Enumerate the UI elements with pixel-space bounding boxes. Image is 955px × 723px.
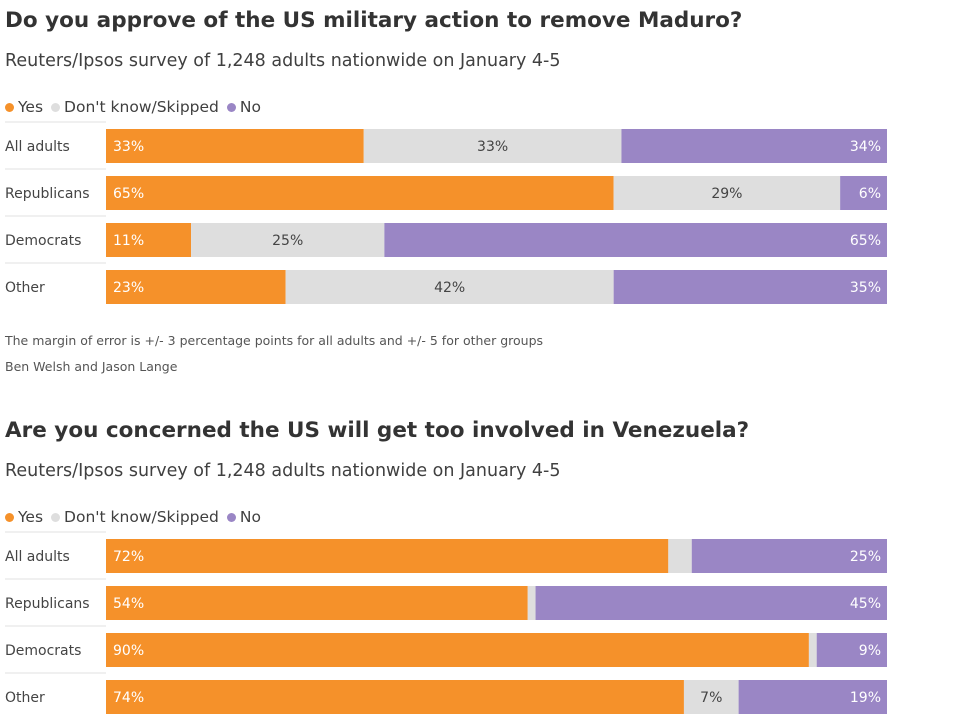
legend-item-dontknow: Don't know/Skipped — [51, 508, 219, 526]
legend-dot-yes-icon — [5, 102, 14, 112]
stacked-bar-plot: All adults 72% 25% Republicans 54% 45% Democra… — [5, 531, 887, 714]
chart-legend: Yes Don't know/Skipped No — [5, 508, 269, 526]
data-label-dontknow-other: 42% — [434, 280, 465, 296]
legend-item-yes: Yes — [5, 508, 43, 526]
bar-no-republicans — [535, 586, 887, 620]
bar-yes-all-adults — [106, 129, 364, 163]
legend-dot-yes-icon — [5, 512, 14, 522]
chart-subtitle: Reuters/Ipsos survey of 1,248 adults nat… — [5, 51, 561, 71]
bar-no-democrats — [384, 223, 887, 257]
row-label-republicans: Republicans — [5, 186, 90, 202]
chart-subtitle: Reuters/Ipsos survey of 1,248 adults nat… — [5, 461, 561, 481]
bar-dontknow-republicans — [613, 176, 841, 210]
bar-dontknow-democrats — [808, 633, 817, 667]
row-label-other: Other — [5, 280, 45, 296]
bar-dontknow-all-adults — [363, 129, 622, 163]
chart-title: Do you approve of the US military action… — [5, 8, 743, 33]
legend-item-no: No — [226, 98, 261, 116]
data-label-dontknow-republicans: 29% — [711, 186, 742, 202]
bar-no-democrats — [816, 633, 887, 667]
bar-dontknow-republicans — [527, 586, 536, 620]
bar-no-other — [613, 270, 887, 304]
legend-dot-no-icon — [226, 512, 236, 522]
legend-label-yes: Yes — [18, 98, 44, 116]
bar-yes-republicans — [106, 176, 614, 210]
bar-dontknow-other — [285, 270, 614, 304]
bar-dontknow-other — [683, 680, 739, 714]
bar-no-other — [738, 680, 887, 714]
legend-label-yes: Yes — [18, 508, 44, 526]
data-label-no-all-adults: 34% — [850, 139, 881, 155]
data-label-no-other: 19% — [850, 690, 881, 706]
chart-concern-involvement: Are you concerned the US will get too in… — [0, 418, 955, 723]
legend-dot-dontknow-icon — [51, 512, 61, 522]
legend-item-yes: Yes — [5, 98, 43, 116]
legend-item-dontknow: Don't know/Skipped — [51, 98, 219, 116]
legend-label-dontknow: Don't know/Skipped — [64, 98, 219, 116]
chart-credit: Ben Welsh and Jason Lange — [5, 359, 178, 374]
chart-title: Are you concerned the US will get too in… — [5, 418, 750, 443]
bar-yes-all-adults — [106, 539, 669, 573]
row-label-democrats: Democrats — [5, 643, 81, 659]
legend-label-no: No — [239, 508, 261, 526]
chart-approve-military-action: Do you approve of the US military action… — [0, 8, 955, 378]
data-label-yes-democrats: 90% — [113, 643, 144, 659]
stacked-bar-plot: All adults 33% 33% 34% Republicans 65% 29% 6% De… — [5, 121, 887, 304]
bar-dontknow-democrats — [191, 223, 385, 257]
chart-legend: Yes Don't know/Skipped No — [5, 98, 269, 116]
legend-label-dontknow: Don't know/Skipped — [64, 508, 219, 526]
legend-item-no: No — [226, 508, 261, 526]
row-label-democrats: Democrats — [5, 233, 81, 249]
data-label-yes-republicans: 54% — [113, 596, 144, 612]
bar-no-republicans — [840, 176, 887, 210]
row-label-all-adults: All adults — [5, 549, 70, 565]
row-label-all-adults: All adults — [5, 139, 70, 155]
bar-dontknow-all-adults — [668, 539, 692, 573]
row-label-other: Other — [5, 690, 45, 706]
data-label-yes-all-adults: 72% — [113, 549, 144, 565]
margin-of-error-note: The margin of error is +/- 3 percentage … — [5, 333, 544, 348]
bar-no-all-adults — [691, 539, 887, 573]
row-label-republicans: Republicans — [5, 596, 90, 612]
data-label-yes-democrats: 11% — [113, 233, 144, 249]
data-label-dontknow-democrats: 25% — [272, 233, 303, 249]
bar-yes-other — [106, 270, 286, 304]
data-label-yes-all-adults: 33% — [113, 139, 144, 155]
data-label-dontknow-other: 7% — [700, 690, 722, 706]
legend-label-no: No — [239, 98, 261, 116]
data-label-yes-other: 74% — [113, 690, 144, 706]
bar-yes-democrats — [106, 223, 192, 257]
bar-yes-other — [106, 680, 684, 714]
bar-no-all-adults — [621, 129, 887, 163]
data-label-no-democrats: 9% — [859, 643, 881, 659]
data-label-no-democrats: 65% — [850, 233, 881, 249]
data-label-no-republicans: 45% — [850, 596, 881, 612]
data-label-no-all-adults: 25% — [850, 549, 881, 565]
data-label-yes-republicans: 65% — [113, 186, 144, 202]
legend-dot-no-icon — [226, 102, 236, 112]
bar-yes-democrats — [106, 633, 809, 667]
legend-dot-dontknow-icon — [51, 102, 61, 112]
data-label-yes-other: 23% — [113, 280, 144, 296]
data-label-no-other: 35% — [850, 280, 881, 296]
data-label-dontknow-all-adults: 33% — [477, 139, 508, 155]
bar-yes-republicans — [106, 586, 528, 620]
data-label-no-republicans: 6% — [859, 186, 881, 202]
